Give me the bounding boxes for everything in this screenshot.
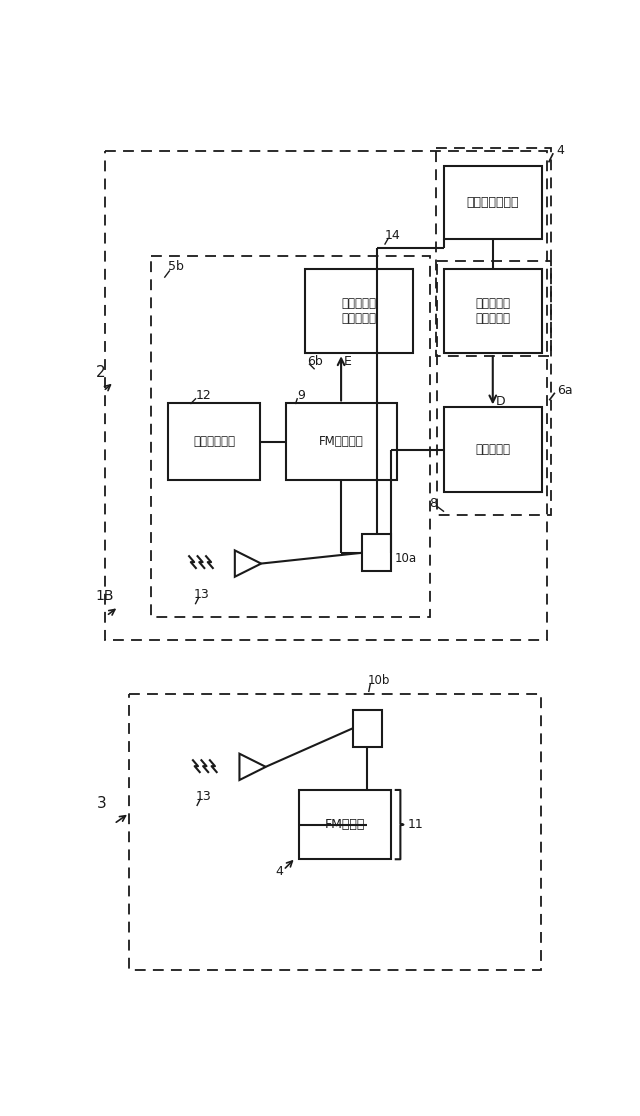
Bar	[437, 261, 551, 516]
Text: 4: 4	[557, 144, 564, 157]
Text: 第２の音声
発生操作部: 第２の音声 発生操作部	[341, 297, 376, 325]
Text: 14: 14	[385, 229, 401, 242]
Bar	[299, 790, 391, 859]
Bar	[362, 535, 391, 571]
Text: 10b: 10b	[367, 674, 390, 687]
Bar	[444, 407, 542, 492]
Text: FM波生成部: FM波生成部	[319, 435, 364, 449]
Text: 6b: 6b	[307, 355, 323, 367]
Text: D: D	[496, 395, 506, 407]
Bar	[444, 166, 542, 240]
Bar	[353, 710, 382, 747]
Text: 6a: 6a	[557, 384, 572, 397]
Bar	[168, 403, 260, 480]
Text: 5b: 5b	[168, 260, 184, 272]
Text: 第１の音声
発生操作部: 第１の音声 発生操作部	[476, 297, 510, 325]
Text: 13: 13	[196, 790, 211, 802]
Text: 2: 2	[95, 365, 105, 381]
Text: 11: 11	[408, 818, 424, 831]
Text: 周波数設定部: 周波数設定部	[193, 435, 235, 449]
Bar	[436, 147, 551, 356]
Text: 13: 13	[194, 588, 210, 600]
Bar	[129, 694, 541, 970]
Text: 3: 3	[97, 797, 107, 811]
Bar	[151, 256, 429, 617]
Text: 9: 9	[297, 389, 305, 402]
Text: 8: 8	[429, 497, 437, 510]
Text: 1B: 1B	[95, 589, 114, 603]
Bar	[105, 151, 547, 639]
Text: シガーソケット: シガーソケット	[467, 196, 519, 210]
Text: E: E	[344, 355, 352, 367]
Bar	[444, 269, 542, 354]
Bar	[285, 403, 397, 480]
Text: 10a: 10a	[394, 552, 417, 566]
Text: 音声発生部: 音声発生部	[476, 443, 510, 456]
Text: 4: 4	[276, 865, 284, 878]
Bar	[305, 269, 413, 354]
Text: FMラジオ: FMラジオ	[324, 818, 365, 831]
Text: 12: 12	[196, 389, 211, 402]
